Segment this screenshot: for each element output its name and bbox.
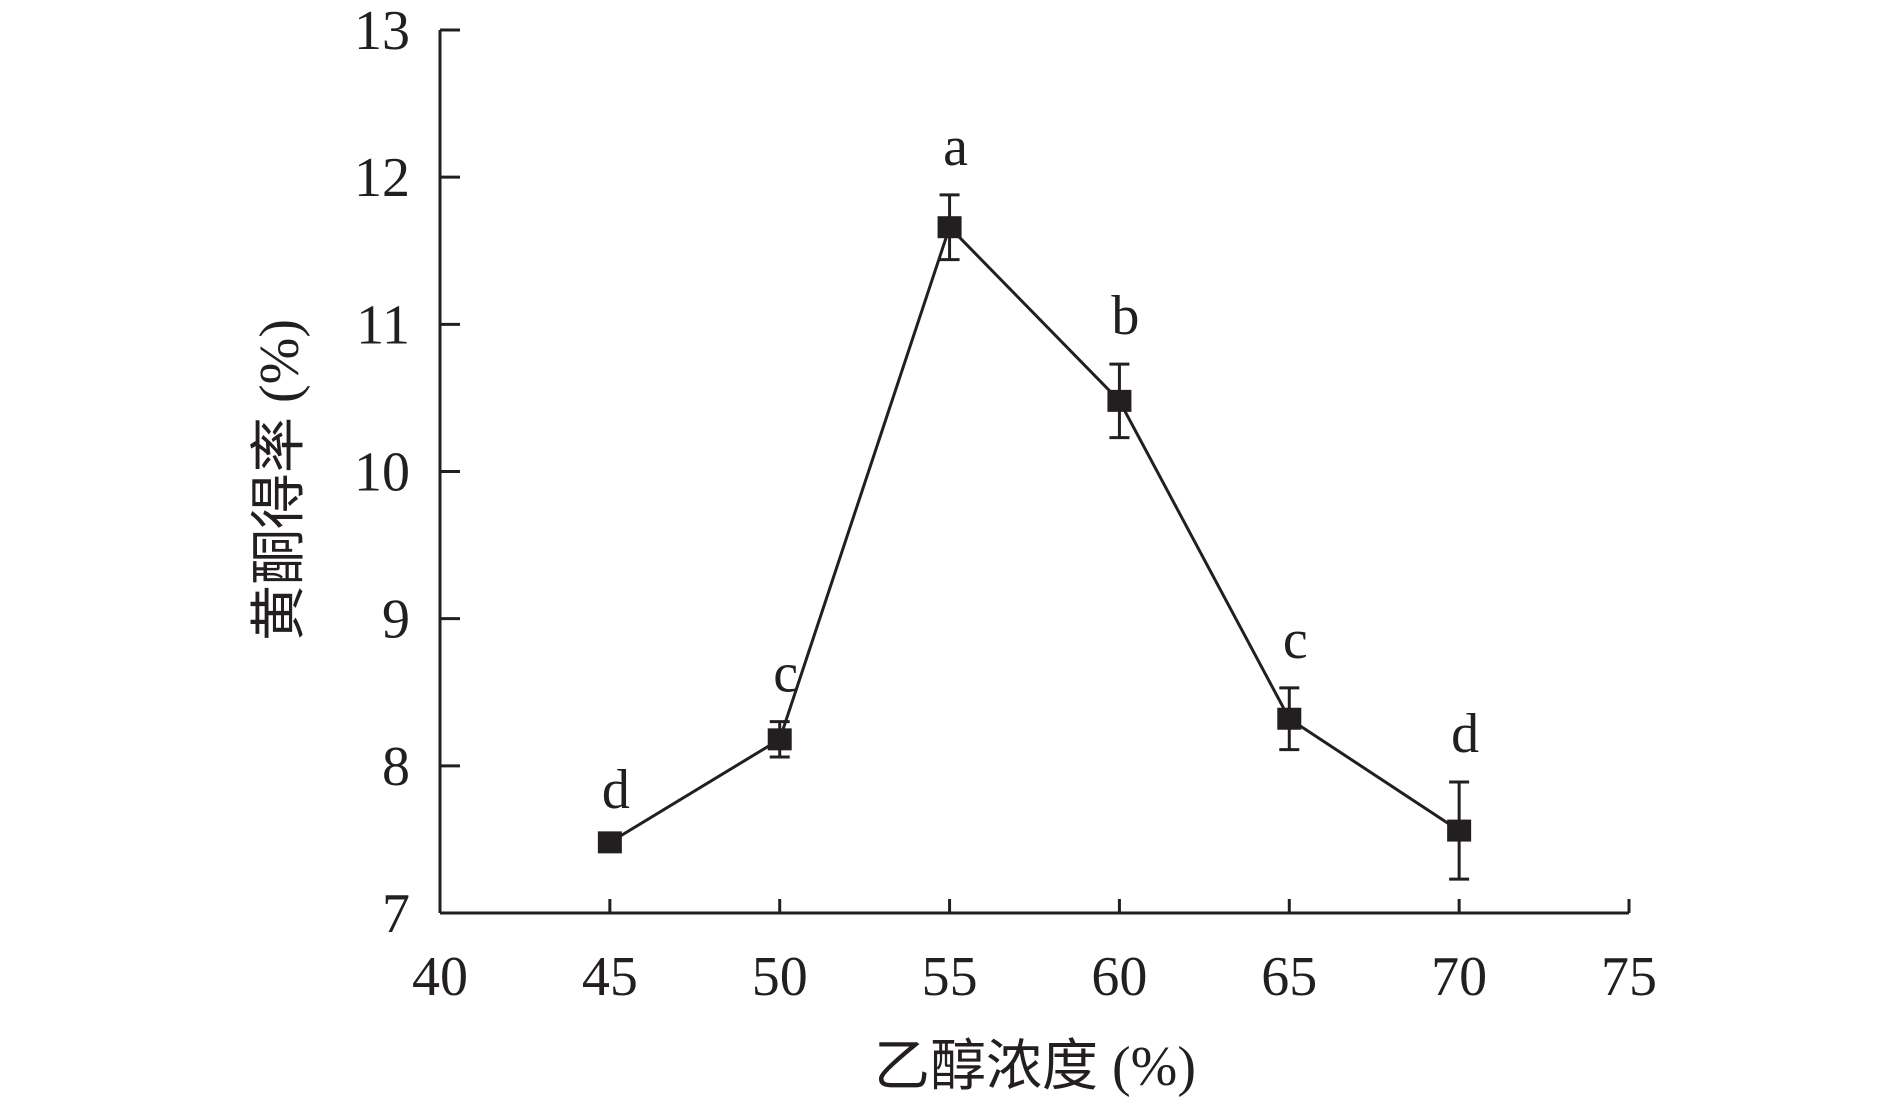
data-point (1277, 707, 1302, 730)
x-tick-label: 65 (1261, 946, 1317, 1008)
series-polyline (609, 224, 1460, 844)
significance-labels: d c a b c d (602, 116, 1479, 821)
data-point (597, 831, 622, 854)
x-tick-label: 55 (922, 946, 978, 1008)
y-axis-title: 黄酮得率 (%) (249, 319, 311, 641)
data-points (597, 216, 1472, 854)
x-tick-label: 60 (1091, 946, 1147, 1008)
y-tick-label: 13 (354, 0, 410, 62)
x-tick-label: 75 (1601, 946, 1657, 1008)
y-tick-label: 9 (382, 589, 410, 651)
significance-label: c (1283, 609, 1308, 671)
y-tick-label: 12 (354, 147, 410, 209)
y-tick-label: 8 (382, 736, 410, 798)
data-point (937, 216, 962, 239)
y-tick-label: 11 (356, 294, 410, 356)
x-axis-title: 乙醇浓度 (%) (874, 1036, 1196, 1098)
data-point (767, 728, 792, 751)
data-point (1447, 819, 1472, 842)
significance-label: d (602, 759, 630, 821)
x-tick-label: 40 (412, 946, 468, 1008)
x-tick-label: 50 (752, 946, 808, 1008)
y-tick-label: 7 (382, 883, 410, 945)
data-point (1107, 389, 1132, 412)
significance-label: b (1111, 285, 1139, 347)
significance-label: d (1451, 703, 1479, 765)
significance-label: c (773, 643, 798, 705)
error-bars (599, 193, 1470, 881)
y-tick-label: 10 (354, 442, 410, 504)
x-tick-label: 70 (1431, 946, 1487, 1008)
y-ticks: 7 8 9 10 11 12 13 (354, 0, 460, 945)
x-tick-label: 45 (582, 946, 638, 1008)
x-ticks: 40 45 50 55 60 65 70 75 (412, 899, 1657, 1008)
significance-label: a (943, 116, 968, 178)
series-line (609, 224, 1460, 844)
